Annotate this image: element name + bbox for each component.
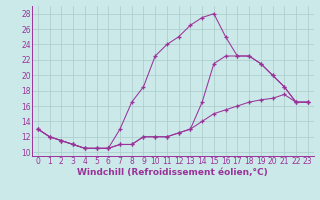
X-axis label: Windchill (Refroidissement éolien,°C): Windchill (Refroidissement éolien,°C) (77, 168, 268, 177)
